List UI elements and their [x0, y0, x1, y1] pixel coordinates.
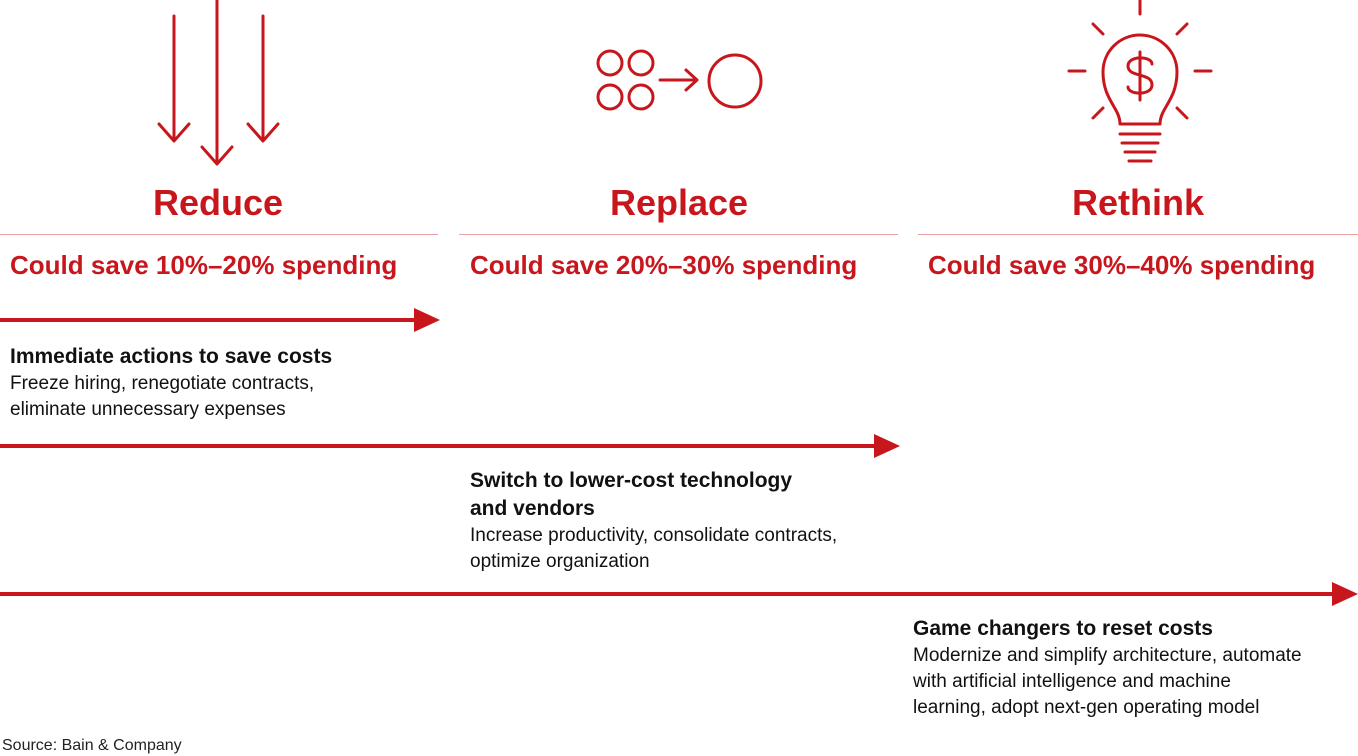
consolidate-circles-icon [596, 49, 763, 111]
replace-actions-block: Switch to lower-cost technology and vend… [470, 467, 910, 575]
rethink-actions-desc-line: with artificial intelligence and machine [913, 671, 1231, 692]
rethink-actions-desc-line: Modernize and simplify architecture, aut… [913, 645, 1302, 666]
rethink-actions-desc-line: learning, adopt next-gen operating model [913, 697, 1260, 718]
reduce-actions-desc-line: eliminate unnecessary expenses [10, 399, 286, 420]
reduce-actions-desc-line: Freeze hiring, renegotiate contracts, [10, 373, 315, 394]
replace-actions-desc-line: Increase productivity, consolidate contr… [470, 525, 838, 546]
heading-replace: Replace [609, 182, 749, 223]
rethink-actions-title: Game changers to reset costs [913, 617, 1213, 640]
saving-reduce: Could save 10%–20% spending [10, 250, 398, 280]
source-note: Source: Bain & Company [2, 737, 182, 754]
rethink-arrow [0, 582, 1358, 606]
heading-rethink: Rethink [1071, 182, 1204, 223]
replace-actions-title-line: and vendors [470, 497, 595, 520]
saving-rethink: Could save 30%–40% spending [928, 250, 1316, 280]
lightbulb-dollar-icon [1067, 0, 1213, 163]
down-arrows-icon [157, 0, 280, 166]
heading-reduce: Reduce [152, 182, 284, 223]
divider-reduce [0, 234, 438, 235]
reduce-arrow [0, 308, 440, 332]
divider-replace [459, 234, 898, 235]
reduce-actions-block: Immediate actions to save costs Freeze h… [10, 343, 430, 423]
replace-actions-title-line: Switch to lower-cost technology [470, 469, 793, 492]
replace-actions-desc-line: optimize organization [470, 551, 650, 572]
rethink-actions-block: Game changers to reset costs Modernize a… [913, 615, 1358, 721]
replace-arrow [0, 434, 900, 458]
divider-rethink [918, 234, 1358, 235]
saving-replace: Could save 20%–30% spending [470, 250, 858, 280]
reduce-actions-title: Immediate actions to save costs [10, 345, 333, 368]
